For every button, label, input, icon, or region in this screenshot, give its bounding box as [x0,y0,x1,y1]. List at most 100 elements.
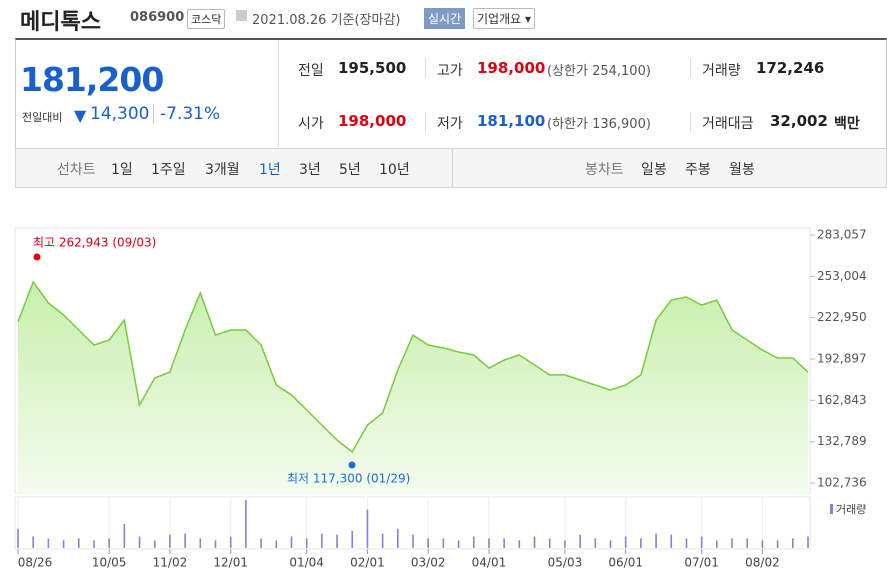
line-tab[interactable]: 1년 [259,162,281,178]
high-annotation: 최고 262,943 (09/03) [33,236,156,250]
volume-bar [199,538,202,548]
y-tick-label: 283,057 [817,228,867,242]
realtime-badge[interactable]: 실시간 [424,8,466,29]
line-tab[interactable]: 10년 [379,162,410,178]
x-tick-label: 02/01 [350,556,385,570]
info-value: 195,500 [338,59,407,77]
volume-bar [397,528,399,548]
volume-bar [336,534,338,548]
info-value: 198,000 [477,59,546,77]
volume-bar [412,534,414,548]
volume-bar [153,540,156,548]
x-tick-label: 12/01 [213,556,248,570]
divider [425,58,426,78]
change: 14,300 [90,104,150,124]
info-value: 181,100 [477,112,546,130]
candle-tab[interactable]: 월봉 [729,162,755,178]
volume-bar [807,536,809,548]
change-pct: -7.31% [153,104,220,124]
divider [452,149,453,187]
volume-bar [77,538,80,548]
volume-bar [472,536,475,548]
info-label: 고가 [437,63,463,79]
info-value: 172,246 [756,59,825,77]
volume-bar [351,530,354,548]
candle-tab[interactable]: 일봉 [641,162,667,178]
volume-bar [305,538,308,548]
volume-bar [670,534,673,548]
x-tick-label: 05/03 [548,556,583,570]
volume-bar [245,500,247,548]
volume-bar [275,540,278,548]
volume-bar [138,536,141,548]
line-tab[interactable]: 3개월 [205,162,240,178]
overview-label: 기업개요 [477,12,522,26]
volume-bar [564,540,566,548]
volume-bar [290,536,293,548]
overview-button[interactable]: 기업개요 ▾ [473,8,536,29]
x-tick-label: 08/02 [745,556,780,570]
market-badge: 코스닥 [187,9,226,29]
volume-bar [594,538,597,548]
info-extra: (하한가 136,900) [547,117,651,132]
info-label: 거래대금 [702,116,754,132]
volume-bar [229,536,232,548]
line-tab[interactable]: 3년 [299,162,321,178]
y-tick-label: 192,897 [817,351,867,365]
divider [690,112,691,132]
y-tick-label: 162,843 [817,393,867,407]
line-tab[interactable]: 5년 [339,162,361,178]
info-value: 198,000 [338,112,407,130]
volume-bar [731,538,733,548]
info-value: 32,002 [770,112,828,130]
volume-bar [533,536,536,548]
tab-group-label: 봉차트 [585,162,624,178]
line-tab[interactable]: 1주일 [151,162,186,178]
volume-bar [716,540,718,548]
info-unit: 백만 [834,116,860,132]
info-label: 시가 [298,116,324,132]
divider [690,58,691,78]
volume-bar [609,540,612,548]
price: 181,200 [20,60,164,99]
volume-bar [17,528,19,548]
volume-bar [381,533,384,548]
change-label: 전일대비 [22,111,63,124]
x-tick-label: 01/04 [289,556,324,570]
area [18,282,808,493]
price-line [17,280,809,454]
volume-bar [503,538,505,548]
volume-frame [14,496,811,550]
x-tick-label: 11/02 [153,556,188,570]
tab-bar [15,148,887,188]
y-tick-label: 102,736 [817,476,867,490]
volume-bar [548,538,551,548]
volume-bar [366,509,369,548]
volume-bar [123,524,126,548]
down-arrow: ▼ [74,106,87,125]
low-dot [348,461,356,469]
x-tick-label: 07/01 [684,556,719,570]
volume-bar [518,540,521,548]
y-tick-label: 222,950 [817,310,867,324]
stock-code: 086900 [130,10,185,25]
info-extra: (상한가 254,100) [547,64,651,79]
candle-tab[interactable]: 주봉 [685,162,711,178]
info-grid [278,40,886,147]
volume-bar [685,538,688,548]
info-label: 전일 [298,63,324,79]
y-tick-label: 132,789 [817,434,867,448]
y-tick-label: 253,004 [817,269,867,283]
volume-bar [214,540,217,548]
volume-bar [640,538,642,548]
volume-bar [761,540,764,548]
info-label: 저가 [437,116,463,132]
line-tab[interactable]: 1일 [111,162,133,178]
stock-name: 메디톡스 [20,10,101,35]
volume-bar [776,540,779,548]
volume-bar [184,533,186,548]
volume-bar [579,534,581,548]
date: 2021.08.26 기준(장마감) [252,13,401,28]
tab-group-label: 선차트 [57,162,96,178]
